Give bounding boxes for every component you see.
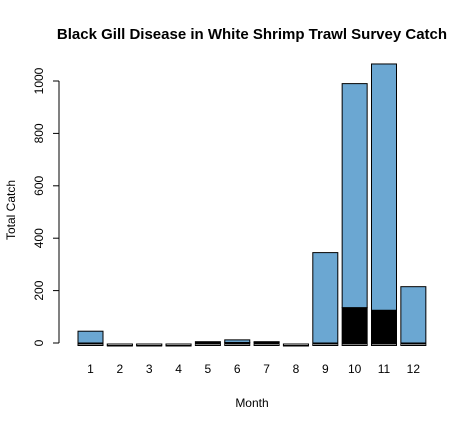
y-tick-label-1000: 1000 <box>32 67 46 94</box>
x-tick-label-2: 2 <box>117 362 124 376</box>
bar-1-base <box>77 343 104 346</box>
y-tick-label-400: 400 <box>32 228 46 248</box>
x-tick-label-4: 4 <box>175 362 182 376</box>
x-tick-label-9: 9 <box>322 362 329 376</box>
bar-1-segment-2 <box>77 330 104 344</box>
bar-4-base <box>165 343 192 346</box>
bar-3-base <box>136 343 163 346</box>
x-tick-label-3: 3 <box>146 362 153 376</box>
bar-10-segment-1 <box>341 307 368 344</box>
bar-2-base <box>106 343 133 346</box>
bar-9-segment-2 <box>312 252 339 344</box>
y-axis-label: Total Catch <box>4 180 18 240</box>
x-tick-label-7: 7 <box>263 362 270 376</box>
x-tick-label-11: 11 <box>378 362 391 376</box>
bar-6-base <box>224 343 251 346</box>
y-tick-label-600: 600 <box>32 175 46 195</box>
bar-11-segment-2 <box>371 63 397 311</box>
bars-group <box>77 63 427 347</box>
bar-10-base <box>341 343 368 346</box>
bar-5-segment-1 <box>194 341 221 344</box>
x-tick-label-10: 10 <box>348 362 362 376</box>
bar-10-segment-2 <box>341 83 368 309</box>
x-axis-ticks: 1 2 3 4 5 6 7 8 9 10 11 12 <box>87 362 420 376</box>
y-tick-label-200: 200 <box>32 280 46 300</box>
bar-5-base <box>194 343 221 346</box>
bar-11-segment-1 <box>371 309 397 344</box>
x-tick-label-5: 5 <box>205 362 212 376</box>
bar-9-base <box>312 343 339 346</box>
bar-7-segment-2 <box>253 341 280 343</box>
x-tick-label-8: 8 <box>293 362 300 376</box>
bar-8-base <box>282 343 309 346</box>
x-tick-label-1: 1 <box>87 362 94 376</box>
bar-11-base <box>371 343 397 346</box>
x-tick-label-6: 6 <box>234 362 241 376</box>
x-tick-label-12: 12 <box>407 362 421 376</box>
y-axis: 0 200 400 600 800 1000 <box>32 67 60 346</box>
y-tick-label-800: 800 <box>32 123 46 143</box>
bar-12-base <box>400 343 427 346</box>
x-axis-label: Month <box>235 396 268 410</box>
bar-6-segment-2 <box>224 339 251 343</box>
bar-12-segment-2 <box>400 286 427 344</box>
y-tick-label-0: 0 <box>32 339 46 346</box>
chart-title: Black Gill Disease in White Shrimp Trawl… <box>57 26 447 43</box>
bar-7-base <box>253 343 280 346</box>
